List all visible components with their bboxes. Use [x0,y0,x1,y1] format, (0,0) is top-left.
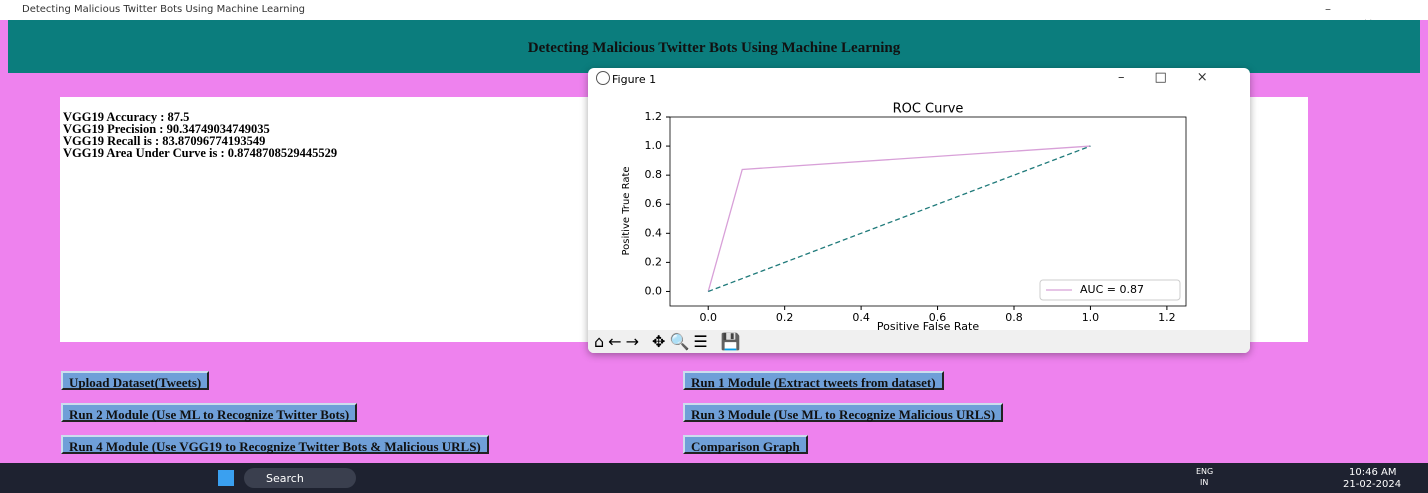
clock-time: 10:46 AM [1349,467,1396,478]
page: Detecting Malicious Twitter Bots Using M… [0,0,1428,493]
title-bar: Detecting Malicious Twitter Bots Using M… [0,0,1428,20]
toolbar-icons[interactable]: ⌂←→ ✥🔍☰ 💾 [594,332,745,351]
chart: ROC Curve Positive False Rate Positive T… [588,68,1250,330]
taskbar: Search ENG IN 10:46 AM 21-02-2024 [0,463,1428,493]
button[interactable]: Comparison Graph [683,435,808,454]
chart-title: ROC Curve [893,102,964,117]
button[interactable]: Upload Dataset(Tweets) [61,371,209,390]
search-text: Search [266,472,304,485]
y-tick-label: 0.4 [645,226,663,239]
x-tick-label: 0.2 [776,311,794,324]
x-tick-label: 0.0 [699,311,717,324]
button[interactable]: Run 3 Module (Use ML to Recognize Malici… [683,403,1003,422]
legend-label: AUC = 0.87 [1080,283,1144,296]
search-box[interactable]: Search [244,468,356,488]
button[interactable]: Run 2 Module (Use ML to Recognize Twitte… [61,403,357,422]
x-tick-label: 1.0 [1082,311,1100,324]
button[interactable]: Run 1 Module (Extract tweets from datase… [683,371,944,390]
y-tick-label: 0.0 [645,284,663,297]
button[interactable]: Run 4 Module (Use VGG19 to Recognize Twi… [61,435,489,454]
y-tick-label: 1.0 [645,139,663,152]
y-tick-label: 0.2 [645,255,663,268]
clock-date: 21-02-2024 [1343,479,1401,490]
y-tick-label: 0.6 [645,197,663,210]
result-line: VGG19 Area Under Curve is : 0.8748708529… [63,147,337,159]
y-tick-label: 0.8 [645,168,663,181]
x-tick-label: 0.8 [1005,311,1023,324]
x-tick-label: 0.6 [929,311,947,324]
y-tick-label: 1.2 [645,110,663,123]
y-axis-label: Positive True Rate [621,166,632,255]
toolbar: ⌂←→ ✥🔍☰ 💾 [588,330,1250,353]
x-tick-label: 0.4 [852,311,870,324]
header-title: Detecting Malicious Twitter Bots Using M… [8,40,1420,57]
start-button[interactable] [218,470,234,486]
language: ENG [1196,467,1213,476]
window-title: Detecting Malicious Twitter Bots Using M… [22,4,305,15]
region: IN [1200,478,1208,487]
figure-window: Figure 1 –□× ROC Curve Positive False Ra… [588,68,1250,353]
plot-frame [670,117,1186,306]
x-tick-label: 1.2 [1158,311,1176,324]
header: Detecting Malicious Twitter Bots Using M… [8,20,1420,73]
